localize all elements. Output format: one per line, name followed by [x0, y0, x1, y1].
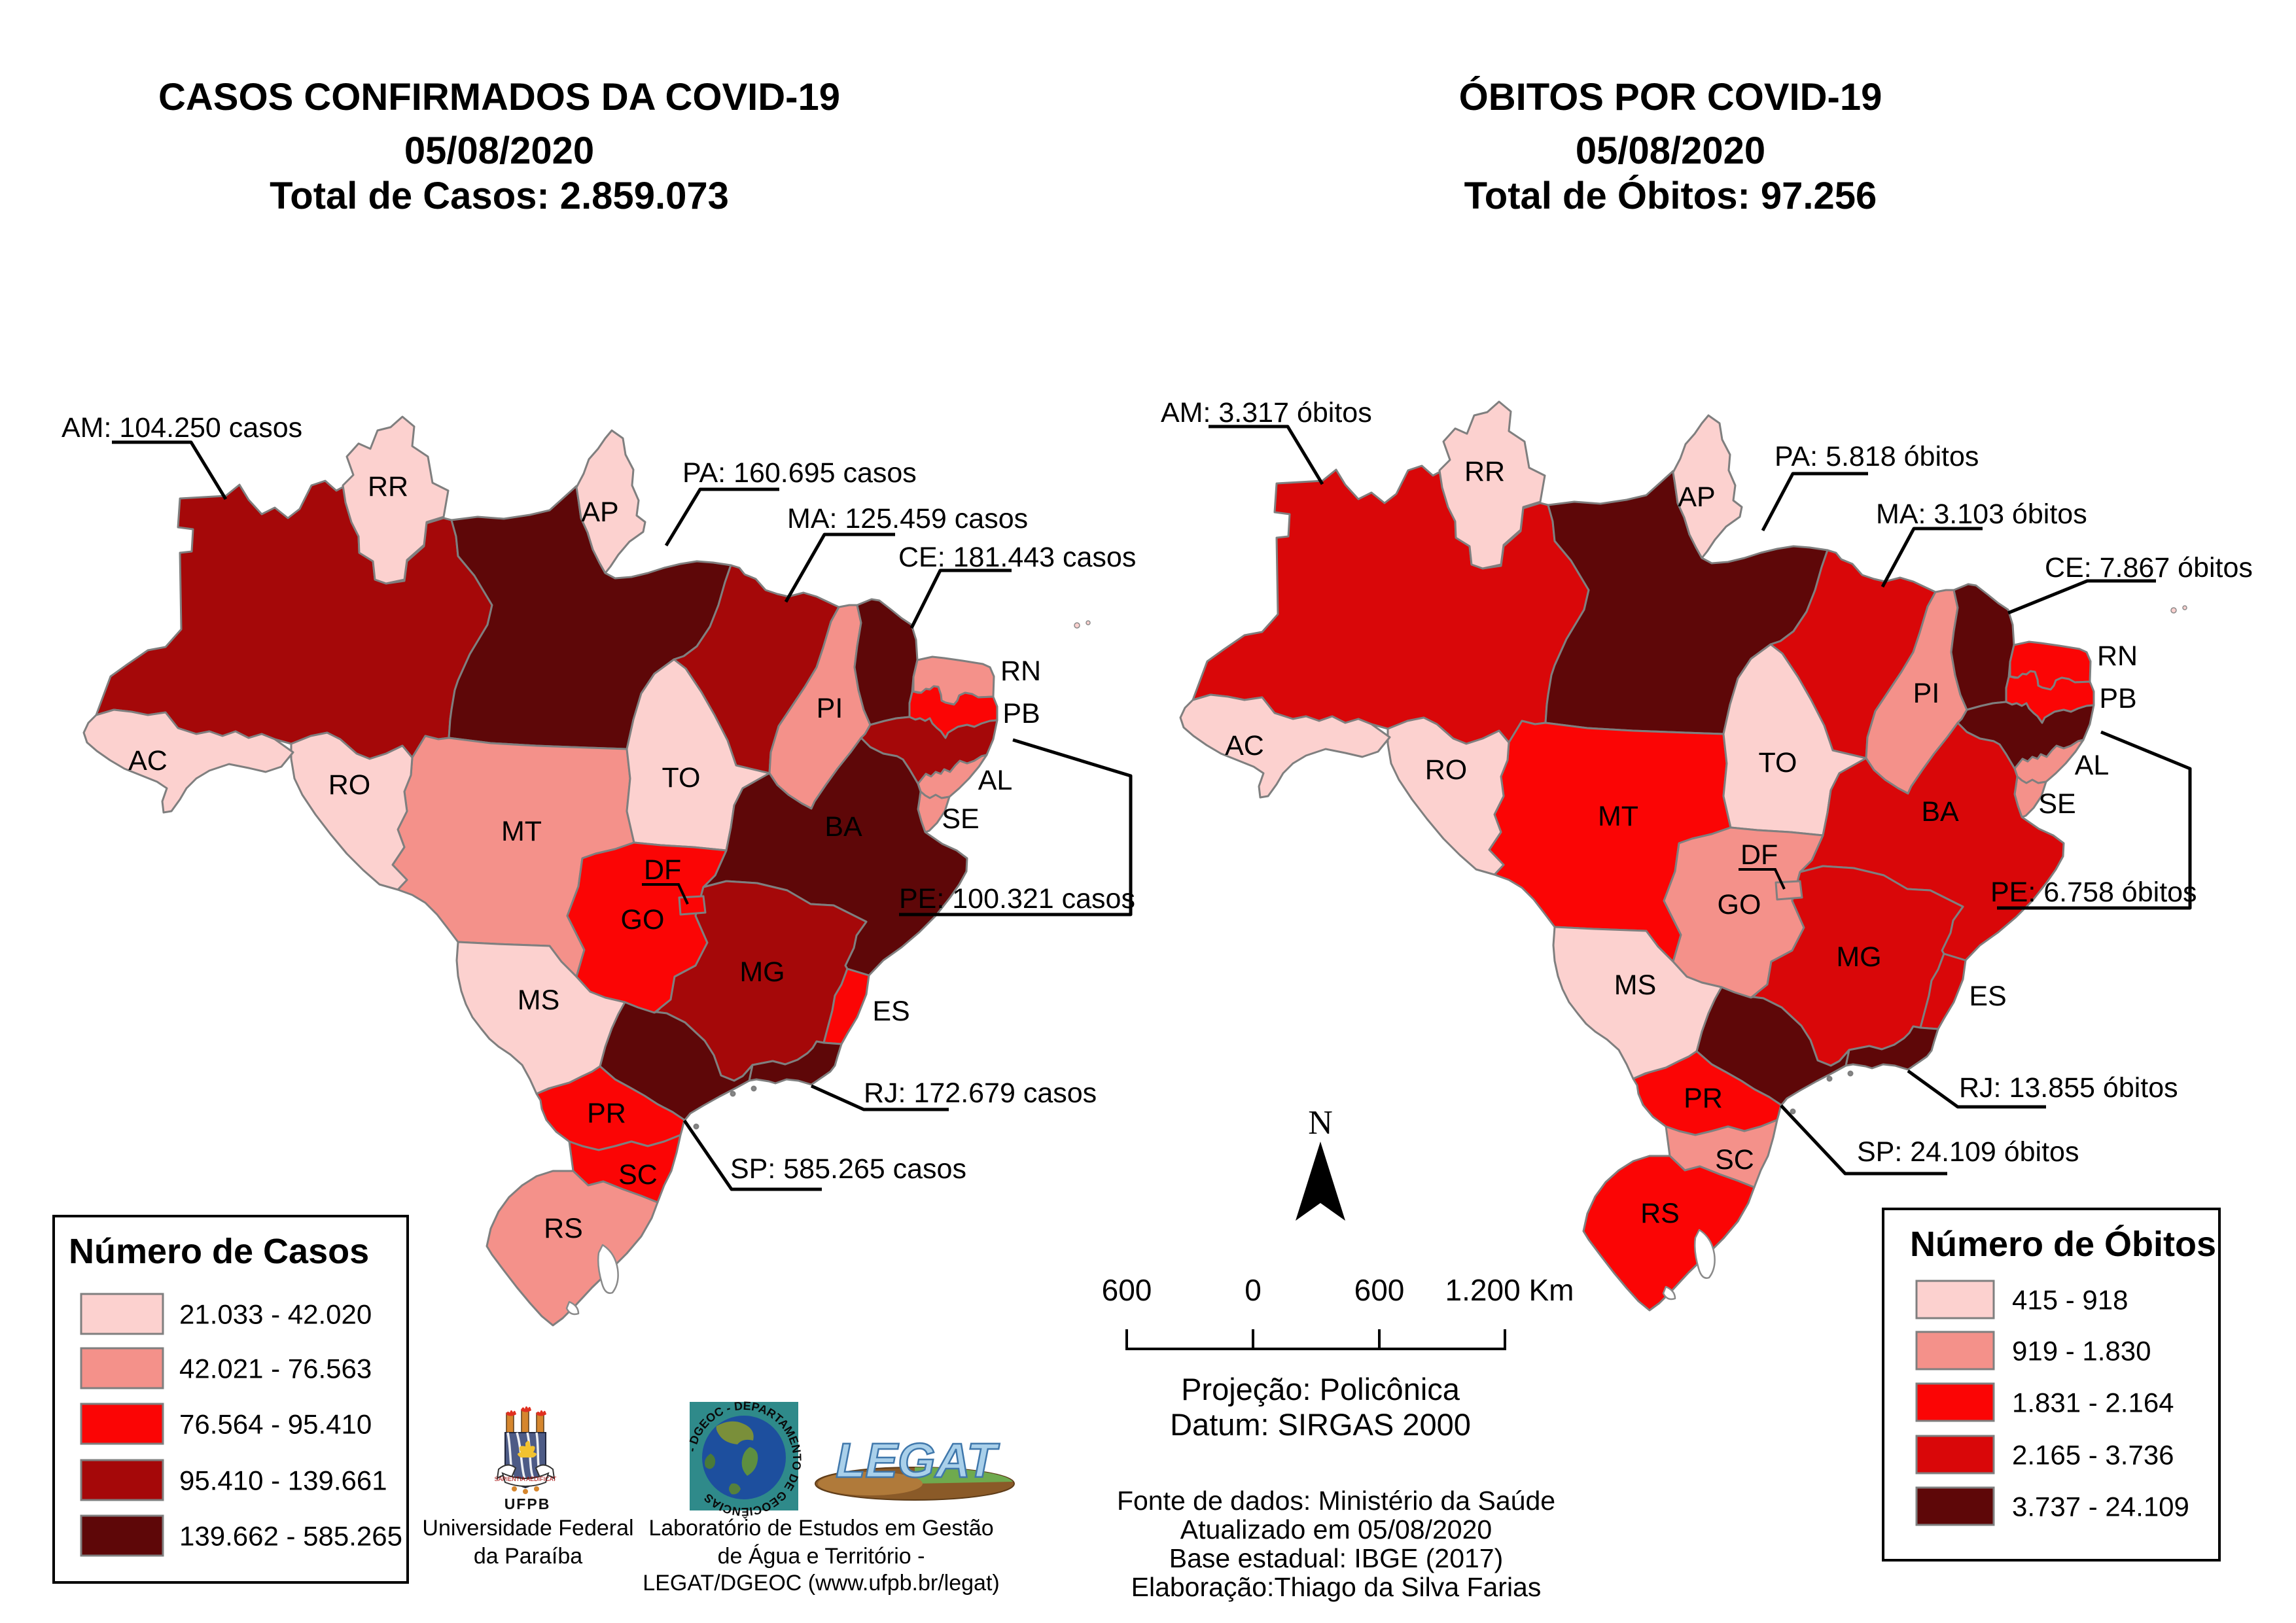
- svg-text:Datum: SIRGAS 2000: Datum: SIRGAS 2000: [1170, 1407, 1471, 1442]
- svg-text:919 - 1.830: 919 - 1.830: [2012, 1336, 2151, 1367]
- svg-text:AP: AP: [581, 497, 618, 528]
- svg-text:ES: ES: [872, 996, 910, 1027]
- svg-text:Atualizado em 05/08/2020: Atualizado em 05/08/2020: [1180, 1514, 1492, 1544]
- svg-text:Total de Casos: 2.859.073: Total de Casos: 2.859.073: [270, 175, 729, 217]
- svg-text:3.737 - 24.109: 3.737 - 24.109: [2012, 1492, 2189, 1522]
- svg-text:BA: BA: [1921, 796, 1959, 828]
- svg-text:GO: GO: [621, 904, 665, 935]
- svg-text:Universidade Federal: Universidade Federal: [422, 1516, 633, 1541]
- svg-text:MG: MG: [1836, 941, 1881, 973]
- svg-text:SE: SE: [2038, 788, 2075, 820]
- svg-text:MA: 125.459 casos: MA: 125.459 casos: [787, 503, 1028, 534]
- svg-text:PA: 160.695 casos: PA: 160.695 casos: [682, 457, 917, 489]
- svg-text:PI: PI: [817, 693, 843, 724]
- svg-text:DF: DF: [644, 854, 681, 886]
- svg-text:21.033 - 42.020: 21.033 - 42.020: [179, 1299, 372, 1330]
- svg-text:PE: 100.321 casos: PE: 100.321 casos: [899, 883, 1135, 915]
- svg-text:05/08/2020: 05/08/2020: [404, 130, 594, 172]
- svg-text:PR: PR: [587, 1098, 626, 1129]
- svg-text:SC: SC: [618, 1159, 658, 1191]
- svg-text:600: 600: [1102, 1273, 1152, 1307]
- svg-text:RS: RS: [1640, 1198, 1680, 1229]
- svg-text:MA: 3.103 óbitos: MA: 3.103 óbitos: [1876, 498, 2087, 530]
- svg-text:CE: 7.867 óbitos: CE: 7.867 óbitos: [2045, 552, 2253, 584]
- svg-text:AL: AL: [978, 765, 1013, 796]
- svg-text:TO: TO: [1759, 747, 1797, 778]
- svg-text:139.662 - 585.265: 139.662 - 585.265: [179, 1521, 402, 1552]
- svg-text:RJ: 13.855 óbitos: RJ: 13.855 óbitos: [1959, 1072, 2178, 1104]
- svg-text:AM: 3.317 óbitos: AM: 3.317 óbitos: [1161, 397, 1372, 428]
- svg-text:Número de Casos: Número de Casos: [69, 1232, 369, 1271]
- svg-text:CASOS CONFIRMADOS DA COVID-19: CASOS CONFIRMADOS DA COVID-19: [158, 76, 840, 118]
- svg-text:AM: 104.250 casos: AM: 104.250 casos: [62, 412, 302, 444]
- svg-text:PI: PI: [1913, 678, 1940, 709]
- svg-text:Laboratório de Estudos em Gest: Laboratório de Estudos em Gestão: [648, 1516, 993, 1541]
- svg-text:TO: TO: [662, 762, 701, 794]
- svg-text:Total de Óbitos: 97.256: Total de Óbitos: 97.256: [1464, 175, 1877, 217]
- svg-text:UFPB: UFPB: [504, 1495, 551, 1512]
- svg-text:76.564 - 95.410: 76.564 - 95.410: [179, 1409, 372, 1440]
- svg-text:RR: RR: [1464, 456, 1505, 487]
- svg-text:SP: 585.265 casos: SP: 585.265 casos: [730, 1153, 966, 1185]
- svg-text:RN: RN: [1000, 655, 1041, 687]
- svg-text:1.200 Km: 1.200 Km: [1445, 1273, 1574, 1307]
- svg-text:MT: MT: [1598, 801, 1638, 832]
- svg-text:MT: MT: [501, 816, 542, 847]
- svg-text:0: 0: [1245, 1273, 1262, 1307]
- svg-text:RR: RR: [368, 471, 408, 502]
- svg-text:N: N: [1308, 1104, 1333, 1142]
- svg-text:05/08/2020: 05/08/2020: [1576, 130, 1765, 172]
- svg-text:RJ: 172.679 casos: RJ: 172.679 casos: [864, 1077, 1097, 1109]
- svg-text:AC: AC: [1225, 730, 1264, 761]
- svg-text:LEGAT/DGEOC (www.ufpb.br/legat: LEGAT/DGEOC (www.ufpb.br/legat): [643, 1571, 999, 1596]
- svg-text:95.410 - 139.661: 95.410 - 139.661: [179, 1465, 387, 1496]
- svg-text:MS: MS: [518, 985, 560, 1016]
- svg-text:MS: MS: [1614, 969, 1657, 1001]
- svg-text:LEGAT: LEGAT: [836, 1433, 1000, 1488]
- svg-text:PA: 5.818 óbitos: PA: 5.818 óbitos: [1775, 441, 1979, 472]
- svg-text:600: 600: [1354, 1273, 1405, 1307]
- svg-text:SC: SC: [1715, 1144, 1754, 1176]
- svg-text:PB: PB: [1002, 698, 1040, 729]
- svg-text:RO: RO: [1425, 754, 1468, 786]
- svg-text:da Paraíba: da Paraíba: [474, 1544, 582, 1569]
- svg-text:MG: MG: [739, 956, 785, 988]
- svg-text:SAPIENTIA AEDIFICAT: SAPIENTIA AEDIFICAT: [495, 1476, 557, 1482]
- svg-text:Fonte de dados: Ministério da: Fonte de dados: Ministério da Saúde: [1117, 1486, 1555, 1516]
- svg-text:Elaboração:Thiago da Silva Far: Elaboração:Thiago da Silva Farias: [1131, 1572, 1542, 1602]
- svg-text:PE: 6.758 óbitos: PE: 6.758 óbitos: [1990, 877, 2197, 908]
- svg-text:AC: AC: [128, 745, 168, 777]
- svg-text:1.831 - 2.164: 1.831 - 2.164: [2012, 1387, 2174, 1418]
- svg-text:AL: AL: [2075, 750, 2110, 781]
- svg-text:ES: ES: [1969, 981, 2006, 1012]
- svg-text:AP: AP: [1678, 481, 1715, 513]
- svg-text:RS: RS: [544, 1213, 583, 1244]
- svg-text:RO: RO: [328, 769, 371, 801]
- svg-text:RN: RN: [2097, 640, 2138, 672]
- svg-text:GO: GO: [1718, 889, 1761, 920]
- svg-text:ÓBITOS POR COVID-19: ÓBITOS POR COVID-19: [1459, 76, 1882, 118]
- svg-text:Base estadual: IBGE (2017): Base estadual: IBGE (2017): [1169, 1543, 1504, 1573]
- svg-text:PR: PR: [1684, 1083, 1723, 1114]
- svg-text:SP: 24.109 óbitos: SP: 24.109 óbitos: [1857, 1136, 2079, 1168]
- svg-text:SE: SE: [942, 803, 979, 835]
- svg-text:de Água e Território -: de Água e Território -: [718, 1544, 925, 1569]
- svg-text:BA: BA: [824, 811, 862, 843]
- svg-text:DF: DF: [1740, 839, 1778, 871]
- svg-text:Projeção: Policônica: Projeção: Policônica: [1181, 1372, 1460, 1406]
- svg-text:Número de Óbitos: Número de Óbitos: [1910, 1225, 2216, 1264]
- svg-text:42.021 - 76.563: 42.021 - 76.563: [179, 1353, 372, 1384]
- svg-text:CE: 181.443 casos: CE: 181.443 casos: [898, 542, 1136, 573]
- svg-text:PB: PB: [2099, 683, 2136, 714]
- svg-text:2.165 - 3.736: 2.165 - 3.736: [2012, 1440, 2174, 1471]
- svg-text:415 - 918: 415 - 918: [2012, 1285, 2128, 1316]
